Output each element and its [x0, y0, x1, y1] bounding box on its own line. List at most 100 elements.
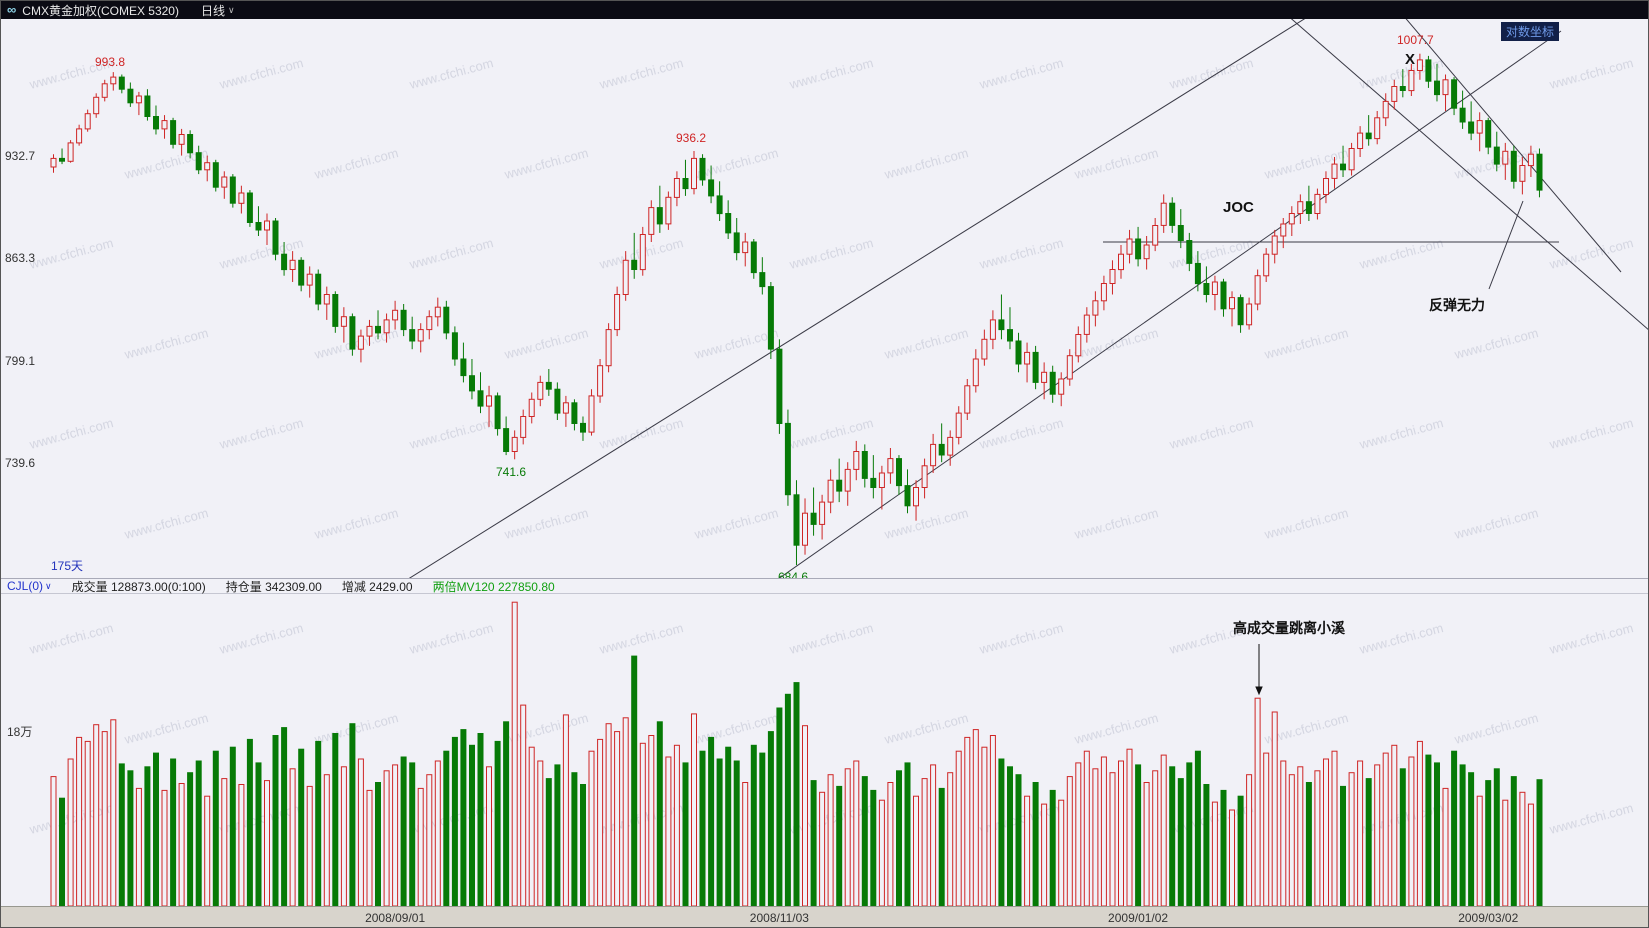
volume-bar: [127, 770, 134, 906]
svg-text:www.cfchi.com: www.cfchi.com: [217, 55, 305, 92]
oi-change-field: 增减 2429.00: [342, 578, 413, 595]
volume-bar: [545, 778, 552, 906]
candle: [656, 185, 663, 233]
volume-annotation-text: 高成交量跳离小溪: [1233, 620, 1345, 636]
mv120-field: 两倍MV120 227850.80: [433, 578, 555, 595]
volume-bar: [1536, 779, 1543, 906]
volume-bar: [562, 714, 569, 906]
candle: [1271, 229, 1278, 264]
volume-bar: [110, 719, 117, 906]
volume-bar: [494, 740, 501, 906]
candle: [289, 251, 296, 282]
candle: [759, 257, 766, 295]
volume-bar: [793, 682, 800, 906]
candle: [1408, 63, 1415, 96]
volume-bar: [1408, 756, 1415, 906]
candle: [708, 165, 715, 204]
candle: [76, 124, 83, 146]
svg-text:www.cfchi.com: www.cfchi.com: [312, 710, 400, 747]
svg-text:www.cfchi.com: www.cfchi.com: [1167, 415, 1255, 452]
volume-bar: [229, 746, 236, 906]
volume-bar: [477, 733, 484, 906]
candle: [246, 190, 253, 227]
log-scale-toggle[interactable]: 对数坐标: [1501, 22, 1560, 41]
candle: [451, 326, 458, 366]
svg-text:www.cfchi.com: www.cfchi.com: [407, 415, 495, 452]
svg-text:www.cfchi.com: www.cfchi.com: [502, 325, 590, 362]
svg-text:www.cfchi.com: www.cfchi.com: [1547, 415, 1635, 452]
volume-bar: [1169, 766, 1176, 906]
volume-bar: [853, 760, 860, 906]
volume-bar: [187, 772, 194, 906]
svg-text:www.cfchi.com: www.cfchi.com: [692, 325, 780, 362]
price-tick-label: 799.1: [5, 353, 36, 368]
volume-bar: [434, 760, 441, 906]
volume-bar: [904, 762, 911, 906]
candle: [59, 148, 65, 165]
candle: [1425, 55, 1432, 88]
candle: [1297, 194, 1304, 224]
volume-bar: [195, 760, 202, 906]
volume-bar: [1459, 764, 1466, 906]
candle: [545, 369, 552, 396]
volume-chart-pane[interactable]: www.cfchi.com www.cfchi.com www.cfchi.com w…: [1, 594, 1648, 906]
candle: [725, 200, 732, 239]
indicator-selector[interactable]: CJL(0) ∨: [7, 579, 52, 593]
volume-bar: [1263, 752, 1270, 906]
volume-bar: [639, 742, 646, 906]
candle: [776, 339, 783, 434]
candle: [827, 469, 834, 514]
candle: [323, 286, 330, 320]
volume-bar: [443, 750, 450, 906]
svg-text:www.cfchi.com: www.cfchi.com: [312, 505, 400, 542]
svg-text:www.cfchi.com: www.cfchi.com: [977, 235, 1065, 272]
volume-bar: [520, 704, 527, 906]
period-selector[interactable]: 日线 ∨: [201, 2, 235, 19]
volume-bar: [1340, 785, 1346, 906]
svg-text:www.cfchi.com: www.cfchi.com: [882, 505, 970, 542]
candle: [1340, 145, 1346, 177]
candle: [1485, 117, 1492, 155]
volume-bar: [1229, 809, 1235, 906]
price-chart-pane[interactable]: www.cfchi.com www.cfchi.com www.cfchi.com w…: [1, 19, 1648, 584]
candle: [989, 310, 996, 350]
candle: [315, 269, 322, 311]
candle: [921, 458, 928, 499]
volume-label: 成交量: [71, 579, 108, 594]
volume-bar: [1083, 750, 1090, 906]
candle: [1169, 197, 1176, 233]
volume-bar: [1297, 766, 1304, 906]
volume-bar: [725, 746, 732, 906]
candle: [887, 448, 894, 484]
candle: [170, 117, 177, 149]
volume-bar: [1220, 789, 1227, 906]
candle: [1229, 291, 1235, 327]
candle: [118, 74, 125, 94]
candle: [793, 480, 800, 566]
volume-bar: [827, 774, 834, 906]
svg-text:www.cfchi.com: www.cfchi.com: [312, 145, 400, 182]
candle: [238, 185, 245, 214]
volume-bar: [118, 763, 125, 906]
candle: [896, 455, 902, 495]
volume-bar: [93, 724, 100, 906]
candle: [1126, 229, 1133, 264]
candle: [1519, 157, 1526, 195]
volume-bar: [896, 770, 902, 906]
volume-bar: [1391, 744, 1398, 906]
volume-value: 128873.00(0:100): [110, 579, 206, 594]
svg-text:www.cfchi.com: www.cfchi.com: [502, 505, 590, 542]
volume-bar: [1100, 756, 1107, 906]
candle: [127, 82, 134, 107]
candle: [1143, 236, 1150, 270]
candle: [400, 304, 407, 337]
volume-bar: [1118, 760, 1124, 906]
candle: [67, 140, 74, 163]
volume-bar: [1348, 772, 1355, 906]
svg-text:www.cfchi.com: www.cfchi.com: [1072, 505, 1160, 542]
price-tick-label: 932.7: [5, 149, 36, 163]
volume-bar: [1502, 799, 1509, 906]
candle: [1092, 291, 1099, 327]
svg-text:www.cfchi.com: www.cfchi.com: [787, 415, 875, 452]
volume-bar: [76, 736, 83, 906]
